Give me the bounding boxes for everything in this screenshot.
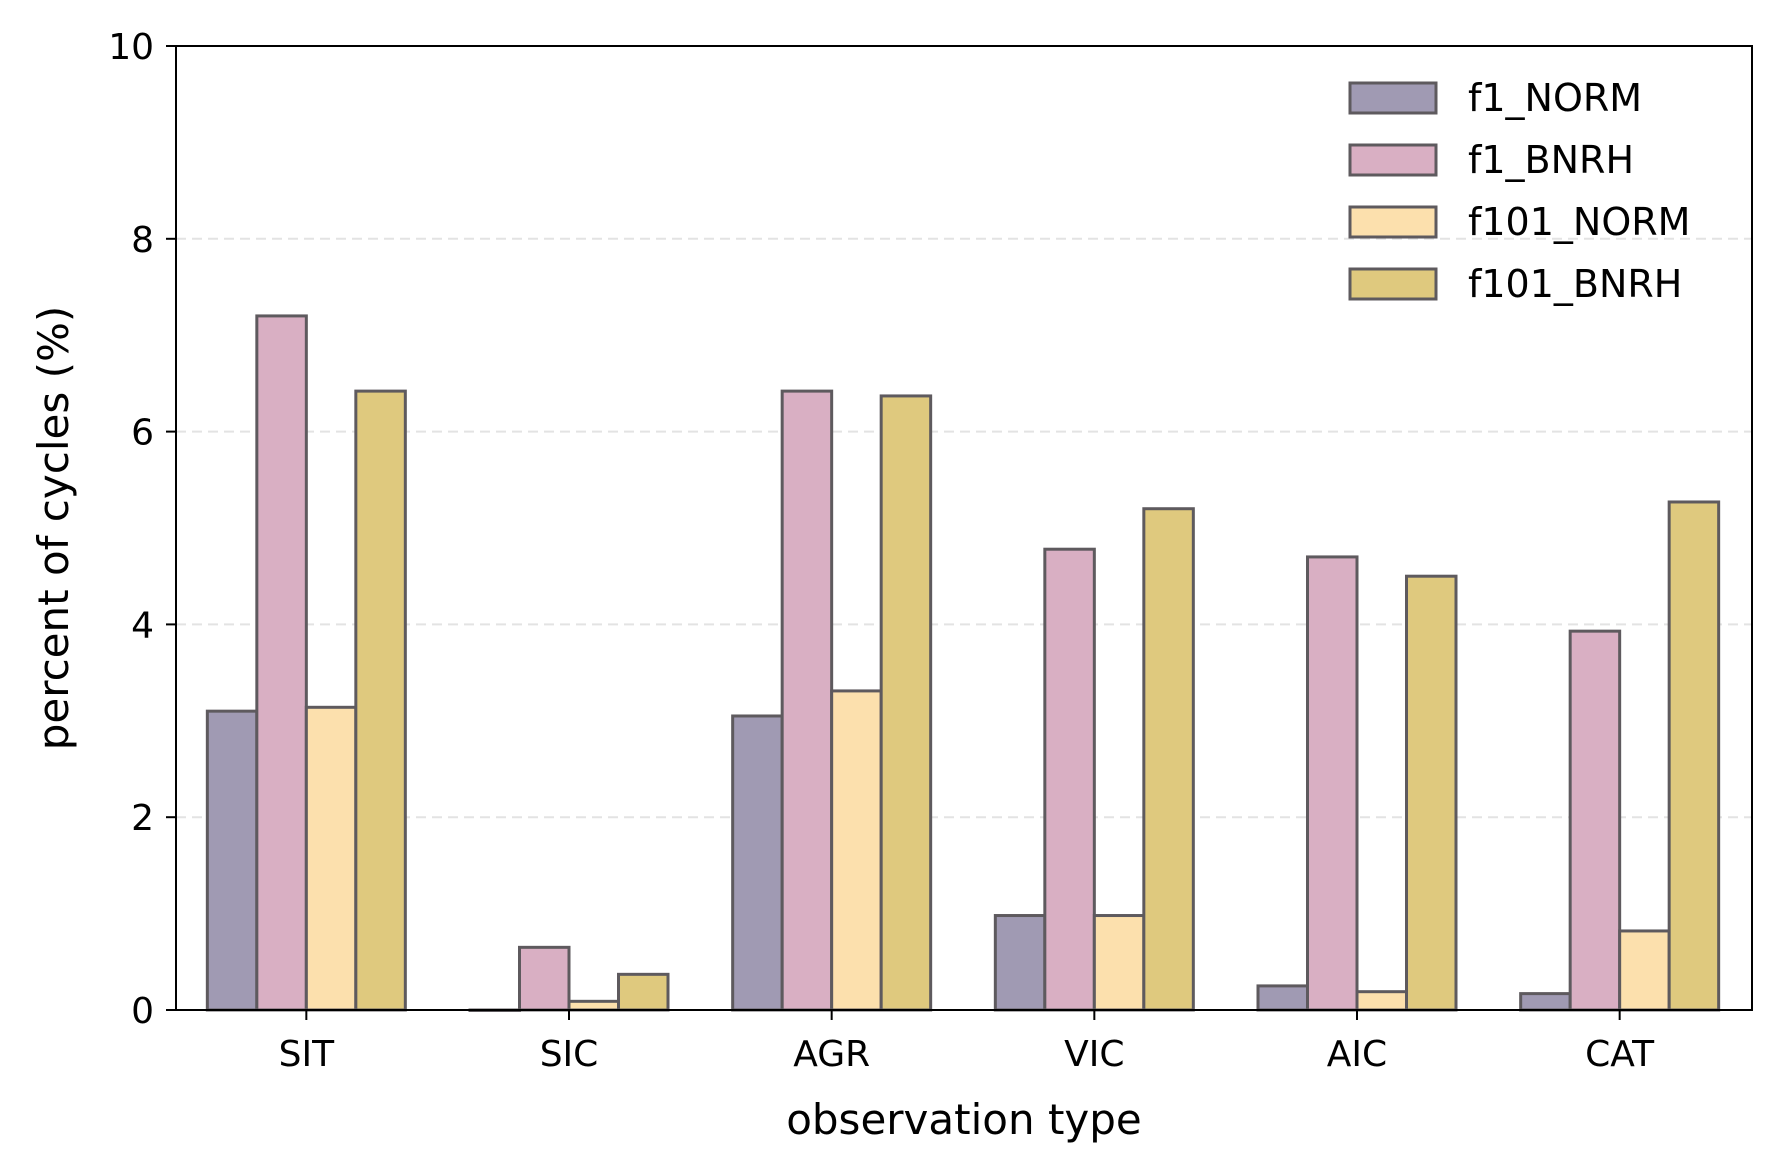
legend: f1_NORM f1_BNRH f101_NORM f101_BNRH: [1348, 76, 1690, 306]
bar: [1405, 574, 1458, 1012]
bar: [1256, 984, 1309, 1012]
bar: [1355, 990, 1408, 1012]
bar: [205, 709, 259, 1012]
legend-swatch: [1348, 81, 1438, 115]
x-tick-label: AIC: [1327, 1034, 1387, 1075]
legend-label: f1_BNRH: [1468, 138, 1634, 182]
bar: [1306, 555, 1359, 1012]
y-tick-label: 10: [108, 27, 154, 68]
x-tick-label: SIT: [279, 1034, 335, 1075]
y-tick-label: 4: [131, 605, 154, 646]
bar: [518, 945, 571, 1012]
bar: [1618, 929, 1671, 1012]
bar: [304, 705, 358, 1012]
x-tick-label: AGR: [793, 1034, 870, 1075]
bar: [993, 914, 1047, 1012]
bar: [1519, 992, 1572, 1012]
bar: [617, 972, 670, 1012]
legend-swatch: [1348, 205, 1438, 239]
x-axis-label: observation type: [786, 1095, 1142, 1144]
y-tick-label: 2: [131, 798, 154, 839]
bar: [255, 314, 308, 1012]
bar: [567, 999, 620, 1012]
x-tick-label: SIC: [540, 1034, 599, 1075]
y-axis: 0 2 4 6 8 10: [108, 27, 176, 1032]
bar: [731, 714, 784, 1012]
x-axis: SIT SIC AGR VIC AIC CAT: [279, 1010, 1655, 1075]
plot-frame: [175, 45, 1753, 1011]
bars: [205, 314, 1721, 1012]
legend-swatch: [1348, 267, 1438, 301]
y-tick-label: 6: [131, 413, 154, 454]
legend-label: f101_NORM: [1468, 200, 1690, 244]
y-tick-label: 0: [131, 991, 154, 1032]
bar: [1568, 629, 1622, 1012]
y-tick-label: 8: [131, 220, 154, 261]
x-tick-label: VIC: [1064, 1034, 1124, 1075]
bar: [354, 389, 407, 1012]
bar: [1043, 547, 1096, 1012]
legend-label: f1_NORM: [1468, 76, 1642, 120]
bar: [780, 389, 834, 1012]
bar: [1092, 914, 1146, 1012]
bar: [1667, 500, 1721, 1012]
y-axis-label: percent of cycles (%): [29, 306, 78, 751]
legend-label: f101_BNRH: [1468, 262, 1682, 306]
bar: [1142, 507, 1195, 1012]
gridlines: [176, 237, 1752, 819]
legend-swatch: [1348, 143, 1438, 177]
bar: [879, 394, 933, 1012]
x-tick-label: CAT: [1585, 1034, 1655, 1075]
bar: [830, 689, 883, 1012]
